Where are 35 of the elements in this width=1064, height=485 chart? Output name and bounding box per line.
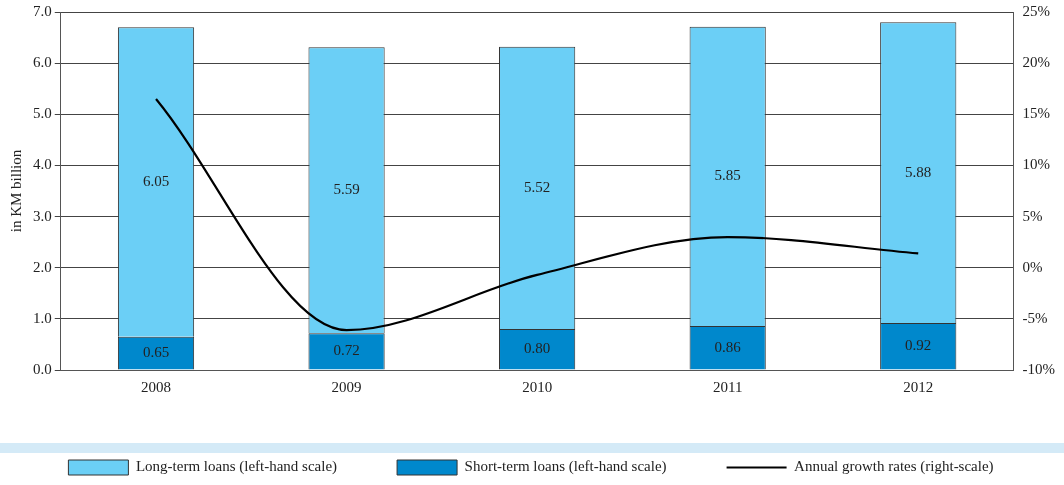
data-label: 0.86 (714, 338, 742, 355)
data-label: 5.52 (524, 178, 551, 195)
y-tick-label: 7.0 (33, 2, 52, 19)
x-tick-label: 2010 (522, 378, 553, 395)
data-label: 6.05 (142, 172, 170, 189)
y-axis-title: in KM billion (7, 149, 24, 233)
x-tick-label: 2009 (331, 378, 362, 395)
legend-label: Annual growth rates (right-scale) (794, 458, 994, 476)
x-tick-label: 2011 (712, 378, 743, 395)
y-tick-label: 3.0 (33, 207, 52, 224)
y-tick-label: 1.0 (33, 309, 52, 326)
legend-label: Short-term loans (left-hand scale) (464, 458, 667, 476)
y2-tick-label: 10% (1022, 156, 1051, 173)
y-tick-label: 0.0 (33, 360, 52, 377)
y2-tick-label: 25% (1022, 2, 1051, 19)
x-tick-label: 2012 (903, 378, 934, 395)
legend-label: Long-term loans (left-hand scale) (135, 458, 338, 476)
y-tick-label: 4.0 (33, 156, 52, 173)
y-tick-label: 5.0 (33, 105, 52, 122)
y2-tick-label: 15% (1022, 105, 1051, 122)
y2-tick-label: -10% (1022, 360, 1056, 377)
data-label: 5.85 (714, 167, 741, 184)
y2-tick-label: -5% (1022, 309, 1048, 326)
data-label: 0.65 (142, 344, 170, 361)
data-label: 0.92 (905, 337, 932, 354)
y2-tick-label: 0% (1022, 258, 1043, 275)
y2-tick-label: 20% (1022, 54, 1051, 71)
y-tick-label: 6.0 (33, 54, 52, 71)
y2-tick-label: 5% (1022, 207, 1043, 224)
data-label: 5.59 (333, 181, 360, 198)
data-label: 0.72 (333, 342, 360, 359)
y-tick-label: 2.0 (33, 258, 52, 275)
x-tick-label: 2008 (141, 378, 172, 395)
data-label: 5.88 (905, 163, 932, 180)
data-label: 0.80 (524, 340, 551, 357)
